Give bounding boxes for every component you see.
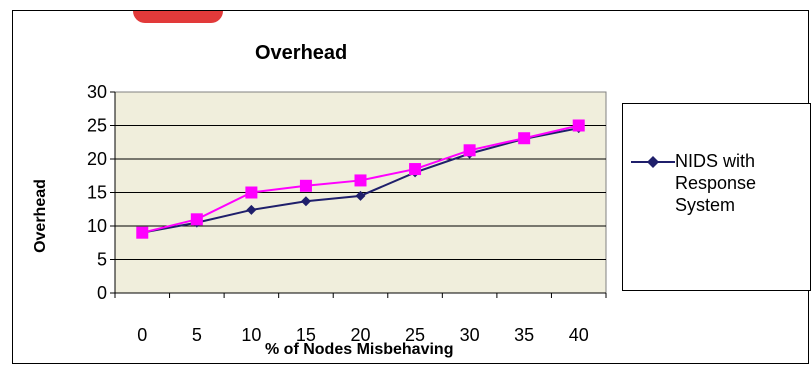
data-point-square xyxy=(245,186,258,199)
x-tick-label: 10 xyxy=(241,325,261,345)
x-tick-label: 15 xyxy=(296,325,316,345)
legend-label: NIDS with Response System xyxy=(675,151,757,215)
y-tick-label: 0 xyxy=(97,283,107,303)
y-tick-label: 10 xyxy=(87,216,107,236)
data-point-square xyxy=(572,119,585,132)
data-point-diamond xyxy=(355,190,366,201)
y-tick-label: 25 xyxy=(87,116,107,136)
x-axis-label: % of Nodes Misbehaving xyxy=(265,341,454,358)
data-point-square xyxy=(518,132,531,145)
y-tick-label: 15 xyxy=(87,183,107,203)
data-point-diamond xyxy=(300,196,311,207)
data-point-square xyxy=(136,226,149,239)
data-point-diamond xyxy=(246,204,257,215)
y-tick-label: 20 xyxy=(87,149,107,169)
chart-title: Overhead xyxy=(255,42,348,64)
plot-area: 0 5 10 15 20 25 30 0 5 10 15 20 25 30 35 40 xyxy=(87,82,607,345)
x-tick-label: 0 xyxy=(137,325,147,345)
x-tick-label: 20 xyxy=(350,325,370,345)
legend: NIDS with Response System xyxy=(622,103,811,291)
data-point-square xyxy=(190,213,203,226)
x-tick-label: 5 xyxy=(192,325,202,345)
legend-swatch-diamond-series xyxy=(631,156,675,168)
y-tick-label: 5 xyxy=(97,250,107,270)
data-point-square xyxy=(463,144,476,157)
y-tick-label: 30 xyxy=(87,82,107,102)
data-point-square xyxy=(354,174,367,187)
data-point-square xyxy=(299,179,312,192)
top-edge-mark xyxy=(133,11,223,23)
x-tick-label: 40 xyxy=(569,325,589,345)
x-tick-label: 30 xyxy=(460,325,480,345)
x-tick-label: 25 xyxy=(405,325,425,345)
data-point-square xyxy=(409,163,422,176)
x-tick-label: 35 xyxy=(514,325,534,345)
